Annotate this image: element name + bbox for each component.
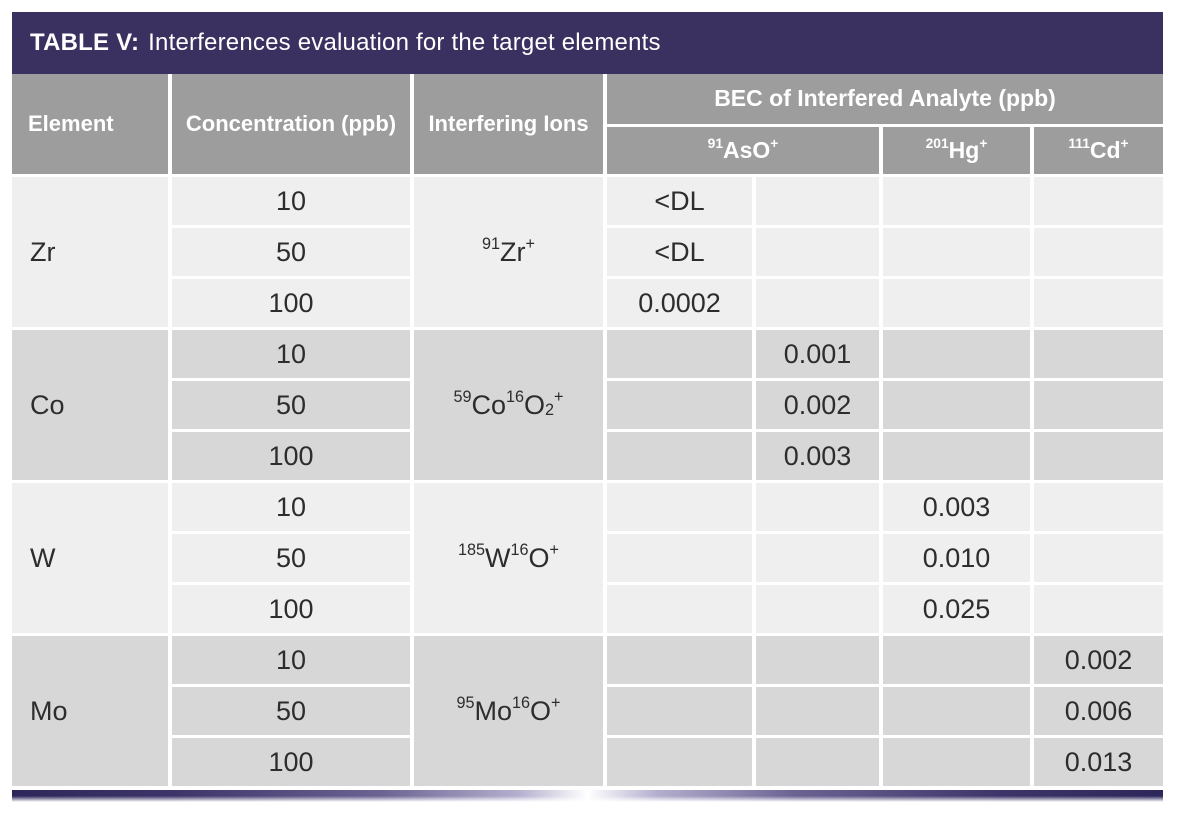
- concentration-cell: 100: [172, 432, 410, 480]
- concentration-cell: 10: [172, 636, 410, 684]
- bec-cell: [883, 432, 1030, 480]
- interfering-ion-cell: 185 W 16 O +: [414, 483, 603, 633]
- bec-cell: [883, 228, 1030, 276]
- col-header-concentration: Concentration (ppb): [172, 74, 410, 174]
- col-header-bec-group: BEC of Interfered Analyte (ppb): [607, 74, 1163, 124]
- bec-cell: 0.013: [1034, 738, 1163, 786]
- concentration-cell: 100: [172, 585, 410, 633]
- bec-cell: 0.025: [883, 585, 1030, 633]
- bec-cell: 0.006: [1034, 687, 1163, 735]
- bec-cell: [883, 330, 1030, 378]
- bec-cell: [1034, 228, 1163, 276]
- bec-cell: [756, 228, 879, 276]
- bec-cell: [607, 738, 752, 786]
- element-cell-Zr: Zr: [12, 177, 168, 327]
- bec-cell: [1034, 534, 1163, 582]
- col-header-interfering-ions: Interfering Ions: [414, 74, 603, 174]
- bec-cell: 0.003: [883, 483, 1030, 531]
- element-cell-Mo: Mo: [12, 636, 168, 786]
- bec-cell: [607, 687, 752, 735]
- bec-cell: 0.002: [756, 381, 879, 429]
- bec-cell: 0.0002: [607, 279, 752, 327]
- bec-cell: 0.010: [883, 534, 1030, 582]
- bec-cell: 0.003: [756, 432, 879, 480]
- bec-cell: [607, 381, 752, 429]
- bec-cell: [1034, 432, 1163, 480]
- col-header-analyte-hg: 201 Hg +: [883, 127, 1030, 174]
- col-header-element: Element: [12, 74, 168, 174]
- bec-cell: [607, 585, 752, 633]
- interfering-ion-cell: 95 Mo 16 O +: [414, 636, 603, 786]
- concentration-cell: 50: [172, 228, 410, 276]
- concentration-cell: 50: [172, 687, 410, 735]
- bec-cell: [883, 177, 1030, 225]
- bec-cell: [1034, 381, 1163, 429]
- bec-cell: [883, 636, 1030, 684]
- interfering-ion-cell: 59 Co 16 O 2 +: [414, 330, 603, 480]
- bec-cell: [756, 738, 879, 786]
- concentration-cell: 10: [172, 177, 410, 225]
- concentration-cell: 100: [172, 279, 410, 327]
- concentration-cell: 10: [172, 330, 410, 378]
- bec-cell: [1034, 177, 1163, 225]
- table-title-bar: TABLE V: Interferences evaluation for th…: [12, 12, 1163, 74]
- bec-cell: [883, 381, 1030, 429]
- bec-cell: [883, 738, 1030, 786]
- table-title-text: Interferences evaluation for the target …: [148, 29, 661, 56]
- interfering-ion-cell: 91 Zr +: [414, 177, 603, 327]
- col-header-analyte-cd: 111 Cd +: [1034, 127, 1163, 174]
- bec-cell: <DL: [607, 228, 752, 276]
- bec-cell: 0.002: [1034, 636, 1163, 684]
- bec-cell: 0.001: [756, 330, 879, 378]
- bec-cell: [607, 330, 752, 378]
- bec-cell: [607, 432, 752, 480]
- concentration-cell: 50: [172, 381, 410, 429]
- bec-cell: [1034, 279, 1163, 327]
- bec-cell: [607, 636, 752, 684]
- bec-cell: [1034, 330, 1163, 378]
- bec-cell: <DL: [607, 177, 752, 225]
- bec-cell: [756, 636, 879, 684]
- bec-cell: [607, 483, 752, 531]
- bec-cell: [883, 687, 1030, 735]
- col-header-analyte-aso: 91 AsO +: [607, 127, 879, 174]
- bec-cell: [756, 687, 879, 735]
- bec-cell: [756, 279, 879, 327]
- bec-cell: [756, 177, 879, 225]
- concentration-cell: 50: [172, 534, 410, 582]
- bec-cell: [756, 483, 879, 531]
- concentration-cell: 10: [172, 483, 410, 531]
- bec-cell: [883, 279, 1030, 327]
- table-title-label: TABLE V:: [30, 29, 140, 56]
- bec-cell: [1034, 585, 1163, 633]
- footer-accent-bar: [12, 790, 1163, 802]
- element-cell-Co: Co: [12, 330, 168, 480]
- bec-cell: [1034, 483, 1163, 531]
- interference-table: Element Concentration (ppb) Interfering …: [12, 74, 1163, 786]
- bec-cell: [756, 585, 879, 633]
- bec-cell: [756, 534, 879, 582]
- concentration-cell: 100: [172, 738, 410, 786]
- element-cell-W: W: [12, 483, 168, 633]
- bec-cell: [607, 534, 752, 582]
